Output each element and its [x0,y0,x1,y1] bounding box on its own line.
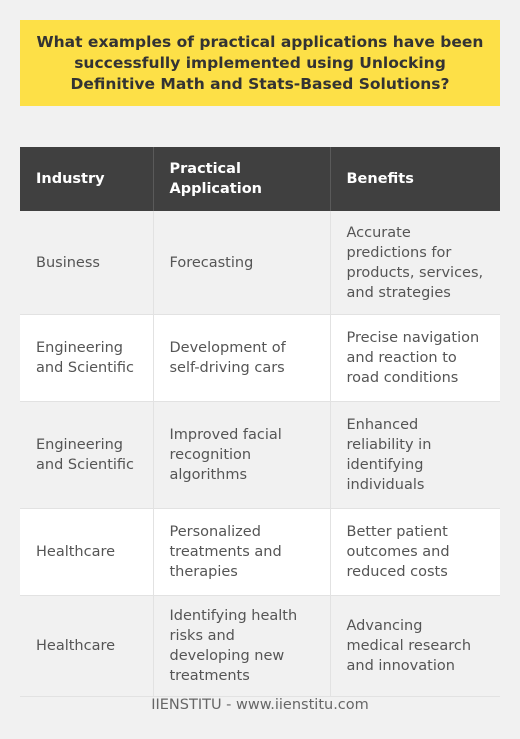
table-row: Healthcare Personalized treatments and t… [20,508,500,596]
table-row: Business Forecasting Accurate prediction… [20,211,500,315]
title-banner: What examples of practical applications … [20,20,500,106]
cell-benefits: Precise navigation and reaction to road … [330,314,500,402]
cell-application: Improved facial recognition algorithms [153,401,331,509]
header-practical-application: Practical Application [153,147,331,211]
cell-industry: Engineering and Scientific [20,314,154,402]
table-row: Engineering and Scientific Improved faci… [20,401,500,509]
cell-application: Forecasting [153,211,331,315]
cell-application: Personalized treatments and therapies [153,508,331,596]
footer-credit: IIENSTITU - www.iienstitu.com [151,697,369,713]
header-benefits: Benefits [330,147,500,211]
cell-application: Identifying health risks and developing … [153,595,331,697]
applications-table: Industry Practical Application Benefits … [20,147,500,697]
cell-application: Development of self-driving cars [153,314,331,402]
page-title: What examples of practical applications … [36,32,484,93]
cell-benefits: Enhanced reliability in identifying indi… [330,401,500,509]
header-industry: Industry [20,147,154,211]
table-row: Healthcare Identifying health risks and … [20,595,500,697]
cell-industry: Business [20,211,154,315]
cell-benefits: Accurate predictions for products, servi… [330,211,500,315]
cell-industry: Engineering and Scientific [20,401,154,509]
table-header-row: Industry Practical Application Benefits [20,147,500,211]
cell-benefits: Advancing medical research and innovatio… [330,595,500,697]
cell-industry: Healthcare [20,595,154,697]
table-row: Engineering and Scientific Development o… [20,314,500,402]
cell-industry: Healthcare [20,508,154,596]
cell-benefits: Better patient outcomes and reduced cost… [330,508,500,596]
